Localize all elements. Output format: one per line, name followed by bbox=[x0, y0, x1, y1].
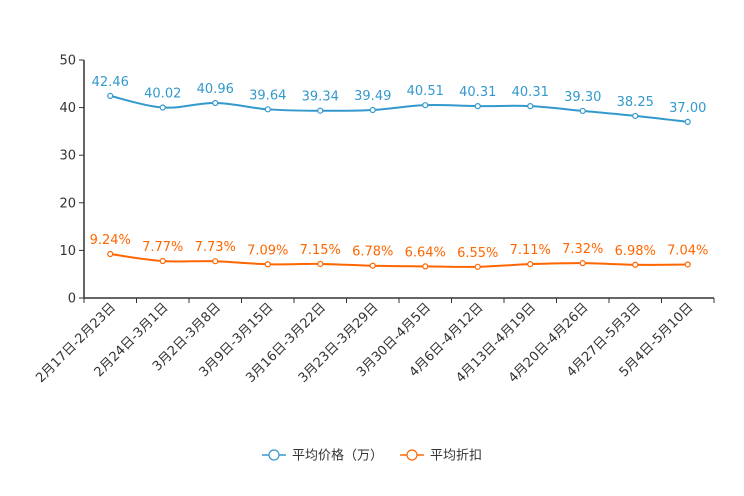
data-point[interactable] bbox=[264, 106, 271, 113]
data-point[interactable] bbox=[579, 260, 586, 267]
y-tick-label: 30 bbox=[59, 149, 76, 164]
data-point[interactable] bbox=[632, 112, 639, 120]
data-label: 38.25 bbox=[617, 95, 654, 110]
data-point[interactable] bbox=[632, 261, 639, 268]
y-tick-label: 10 bbox=[59, 244, 76, 259]
y-tick-label: 50 bbox=[59, 54, 76, 69]
data-label: 37.00 bbox=[669, 101, 706, 116]
data-label: 40.96 bbox=[197, 82, 234, 97]
data-point[interactable] bbox=[369, 262, 376, 269]
data-point[interactable] bbox=[422, 102, 429, 109]
data-label: 7.09% bbox=[247, 243, 288, 258]
data-point[interactable] bbox=[317, 260, 324, 268]
data-label: 39.64 bbox=[249, 88, 286, 103]
series-line-1 bbox=[110, 253, 688, 268]
legend-marker bbox=[268, 449, 280, 461]
data-point[interactable] bbox=[684, 261, 691, 268]
data-point[interactable] bbox=[527, 261, 534, 268]
data-label: 39.34 bbox=[302, 90, 339, 105]
data-label: 39.49 bbox=[354, 89, 391, 104]
data-point[interactable] bbox=[212, 99, 219, 107]
data-point[interactable] bbox=[107, 92, 114, 99]
data-label: 6.98% bbox=[615, 244, 656, 259]
data-point[interactable] bbox=[369, 106, 376, 114]
legend-item-0[interactable]: 平均价格（万） bbox=[262, 448, 383, 464]
data-point[interactable] bbox=[422, 263, 429, 270]
data-label: 39.30 bbox=[564, 90, 601, 105]
data-label: 42.46 bbox=[92, 75, 129, 90]
legend-label: 平均价格（万） bbox=[292, 448, 383, 464]
legend-marker bbox=[406, 449, 418, 461]
data-label: 40.02 bbox=[144, 87, 181, 102]
data-label: 7.32% bbox=[562, 242, 603, 257]
data-point[interactable] bbox=[264, 261, 271, 268]
data-point[interactable] bbox=[579, 107, 586, 115]
data-label: 7.77% bbox=[142, 240, 183, 255]
data-label: 7.04% bbox=[667, 243, 708, 258]
y-tick-label: 0 bbox=[68, 292, 76, 307]
series-line-0 bbox=[110, 94, 688, 123]
y-tick-label: 20 bbox=[59, 196, 76, 211]
data-point[interactable] bbox=[527, 103, 534, 110]
data-label: 7.15% bbox=[300, 243, 341, 258]
data-point[interactable] bbox=[159, 257, 166, 265]
data-label: 6.64% bbox=[405, 245, 446, 260]
legend-label: 平均折扣 bbox=[430, 449, 482, 464]
data-label: 9.24% bbox=[90, 233, 131, 248]
data-point[interactable] bbox=[474, 103, 481, 110]
data-point[interactable] bbox=[159, 104, 166, 111]
data-point[interactable] bbox=[317, 107, 324, 114]
data-point[interactable] bbox=[107, 250, 114, 258]
legend-item-1[interactable]: 平均折扣 bbox=[400, 449, 482, 464]
y-tick-label: 40 bbox=[59, 101, 76, 116]
data-label: 6.55% bbox=[457, 246, 498, 261]
data-label: 6.78% bbox=[352, 245, 393, 260]
data-label: 7.11% bbox=[510, 243, 551, 258]
data-point[interactable] bbox=[684, 118, 691, 125]
data-point[interactable] bbox=[212, 258, 219, 265]
data-point[interactable] bbox=[474, 263, 481, 270]
data-label: 40.31 bbox=[459, 85, 496, 100]
data-label: 7.73% bbox=[195, 240, 236, 255]
data-label: 40.51 bbox=[407, 84, 444, 99]
data-label: 40.31 bbox=[512, 85, 549, 100]
